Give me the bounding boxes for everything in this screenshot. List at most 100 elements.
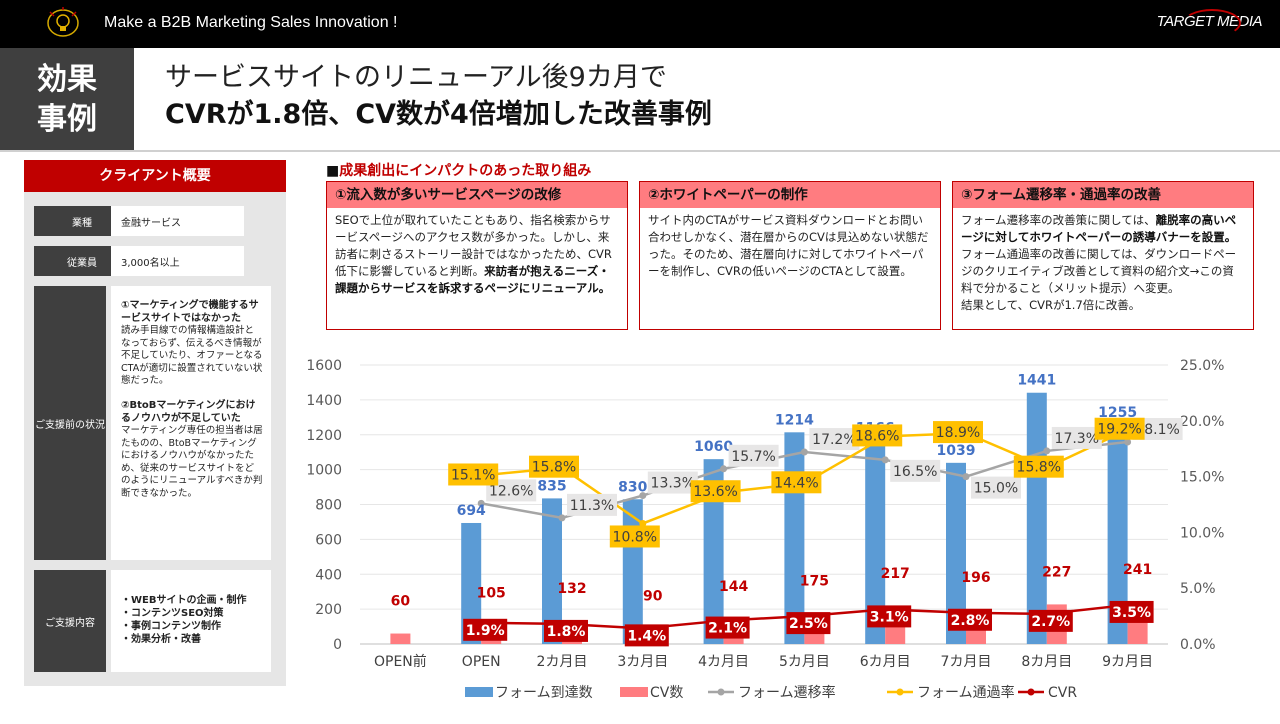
data-label-form-pass-box [690,480,741,503]
legend-label: フォーム到達数 [495,685,593,701]
initiative-card-3: ③フォーム遷移率・通過率の改善 フォーム遷移率の改善策に関しては、離脱率の高いペ… [952,181,1254,330]
data-label-form-reach: 835 [537,478,566,494]
line-form-transition-marker [477,499,485,507]
line-form-transition-marker [1043,447,1051,455]
x-tick-label: OPEN [462,654,501,670]
x-tick-label: OPEN前 [374,653,427,670]
combo-chart-svg: 0 200 400 600 800 1000 1200 1400 1600 0.0% 5.0% 10.… [306,358,1224,701]
data-label-form-transition: 11.3% [570,498,614,514]
data-label-form-pass-box [1013,455,1064,478]
bar-cv [390,633,411,644]
badge-line1: 効果 [37,62,97,97]
data-label-form-transition: 18.1% [1135,422,1179,438]
data-label-form-pass-box [529,455,579,478]
data-label-form-reach: 1441 [1017,373,1056,389]
data-label-cvr-box [786,612,831,635]
data-label-form-pass: 19.2% [1097,422,1141,438]
initiative-card-3-pre: フォーム遷移率の改善策に関しては、 [961,213,1156,227]
bar-form-reach [946,462,966,644]
case-study-badge: 効果 事例 [0,48,134,150]
industry-value: 金融サービス [111,206,244,236]
data-label-form-reach: 830 [618,479,647,495]
data-label-form-transition-box [890,459,941,482]
y-left-tick-label: 200 [315,602,342,618]
data-label-cvr: 2.5% [789,616,828,632]
data-label-cvr-box [544,619,588,642]
x-tick-label: 2カ月目 [537,654,588,670]
situation-label: ご支援前の状況 [34,286,106,560]
initiatives-heading: ■成果創出にインパクトのあった取り組み [326,160,591,180]
data-label-form-transition-box [1051,426,1102,449]
data-label-form-transition: 12.6% [489,483,533,499]
data-label-cvr: 2.1% [708,621,747,637]
data-label-form-transition-box [809,428,860,451]
support-value: ・WEBサイトの企画・制作 ・コンテンツSEO対策 ・事例コンテンツ制作 ・効果… [111,570,271,672]
initiative-card-3-body: フォーム遷移率の改善策に関しては、離脱率の高いページに対してホワイトペーパーの誘… [953,208,1253,318]
heading-square-icon: ■ [326,163,340,179]
x-tick-label: 5カ月目 [779,654,830,670]
brand-logo: TARGET MEDIA [1156,9,1263,37]
x-tick-label: 4カ月目 [698,654,749,670]
data-label-cv: 90 [643,588,663,604]
top-bar: Make a B2B Marketing Sales Innovation ! … [0,0,1280,48]
data-label-form-reach: 1214 [775,412,814,428]
y-right-tick-label: 25.0% [1180,358,1224,374]
data-label-cvr-box [705,616,750,639]
data-label-form-pass-box [609,525,660,548]
initiative-card-2-title: ②ホワイトペーパーの制作 [640,182,940,208]
data-label-cvr: 3.5% [1112,605,1151,621]
client-overview-panel: クライアント概要 業種 金融サービス 従業員 3,000名以上 ご支援前の状況 … [24,160,286,686]
bar-form-reach [1026,392,1047,644]
data-label-form-pass: 15.8% [532,460,576,476]
data-label-form-transition-box [728,444,779,467]
data-label-form-pass: 15.8% [1017,460,1061,476]
issue2-body: マーケティング専任の担当者は居たものの、BtoBマーケティングにおけるノウハウが… [121,425,263,499]
results-chart: 0 200 400 600 800 1000 1200 1400 1600 0.0% 5.0% 10.… [290,345,1280,720]
x-tick-label: 6カ月目 [860,654,911,670]
data-label-form-transition: 15.0% [974,481,1018,497]
bar-form-reach [703,459,724,644]
data-label-cvr-box [867,605,912,628]
data-label-form-transition: 15.7% [731,449,775,465]
data-label-cvr-box [463,618,508,641]
initiatives-heading-text: 成果創出にインパクトのあった取り組み [339,163,592,179]
initiative-card-1: ①流入数が多いサービスページの改修 SEOで上位が取れていたこともあり、指名検索… [326,181,628,330]
data-label-form-pass: 18.6% [855,428,899,444]
y-right-tick-label: 0.0% [1180,637,1216,653]
data-label-form-transition: 17.2% [812,432,856,448]
legend-marker [1027,688,1035,696]
initiative-card-2: ②ホワイトペーパーの制作 サイト内のCTAがサービス資料ダウンロードとお問い合わ… [639,181,941,330]
support-item: ・事例コンテンツ制作 [121,621,221,632]
data-label-cv: 217 [881,566,910,582]
y-right-tick-label: 10.0% [1180,525,1224,541]
title-line1: サービスサイトのリニューアル後9カ月で [165,62,667,93]
support-label: ご支援内容 [34,570,106,672]
x-tick-label: 9カ月目 [1102,654,1153,670]
data-label-form-pass: 13.6% [693,484,737,500]
initiative-card-1-text: SEOで上位が取れていたこともあり、指名検索からサービスページへのアクセス数が多… [335,213,612,278]
issue1-body: 読み手目線での情報構造設計となっておらず、伝えるべき情報が不足していたり、オファ… [121,325,263,386]
x-tick-label: 8カ月目 [1021,654,1072,670]
data-label-form-reach: 694 [457,503,486,519]
y-left-tick-label: 400 [315,567,342,583]
client-overview-title: クライアント概要 [24,160,286,192]
data-label-cvr-box [1109,600,1154,623]
y-left-tick-label: 0 [333,637,342,653]
header-divider [0,150,1280,152]
data-label-form-pass-box [448,463,499,486]
bar-form-reach [542,498,562,644]
data-label-cvr-box [948,608,992,631]
data-label-form-pass-box [1094,417,1145,440]
page-title: サービスサイトのリニューアル後9カ月で CVRが1.8倍、CV数が4倍増加した改… [165,60,712,134]
support-item: ・コンテンツSEO対策 [121,608,224,619]
y-left-tick-label: 1000 [306,463,342,479]
data-label-form-transition-box [1132,418,1183,441]
data-label-form-pass-box [852,424,903,447]
data-label-form-pass: 18.9% [936,425,980,441]
initiative-card-1-title: ①流入数が多いサービスページの改修 [327,182,627,208]
initiative-card-3-title: ③フォーム遷移率・通過率の改善 [953,182,1253,208]
data-label-cvr: 1.9% [466,623,505,639]
data-label-form-reach: 1255 [1098,405,1137,421]
y-left-tick-label: 800 [315,498,342,514]
legend-marker [717,688,725,696]
